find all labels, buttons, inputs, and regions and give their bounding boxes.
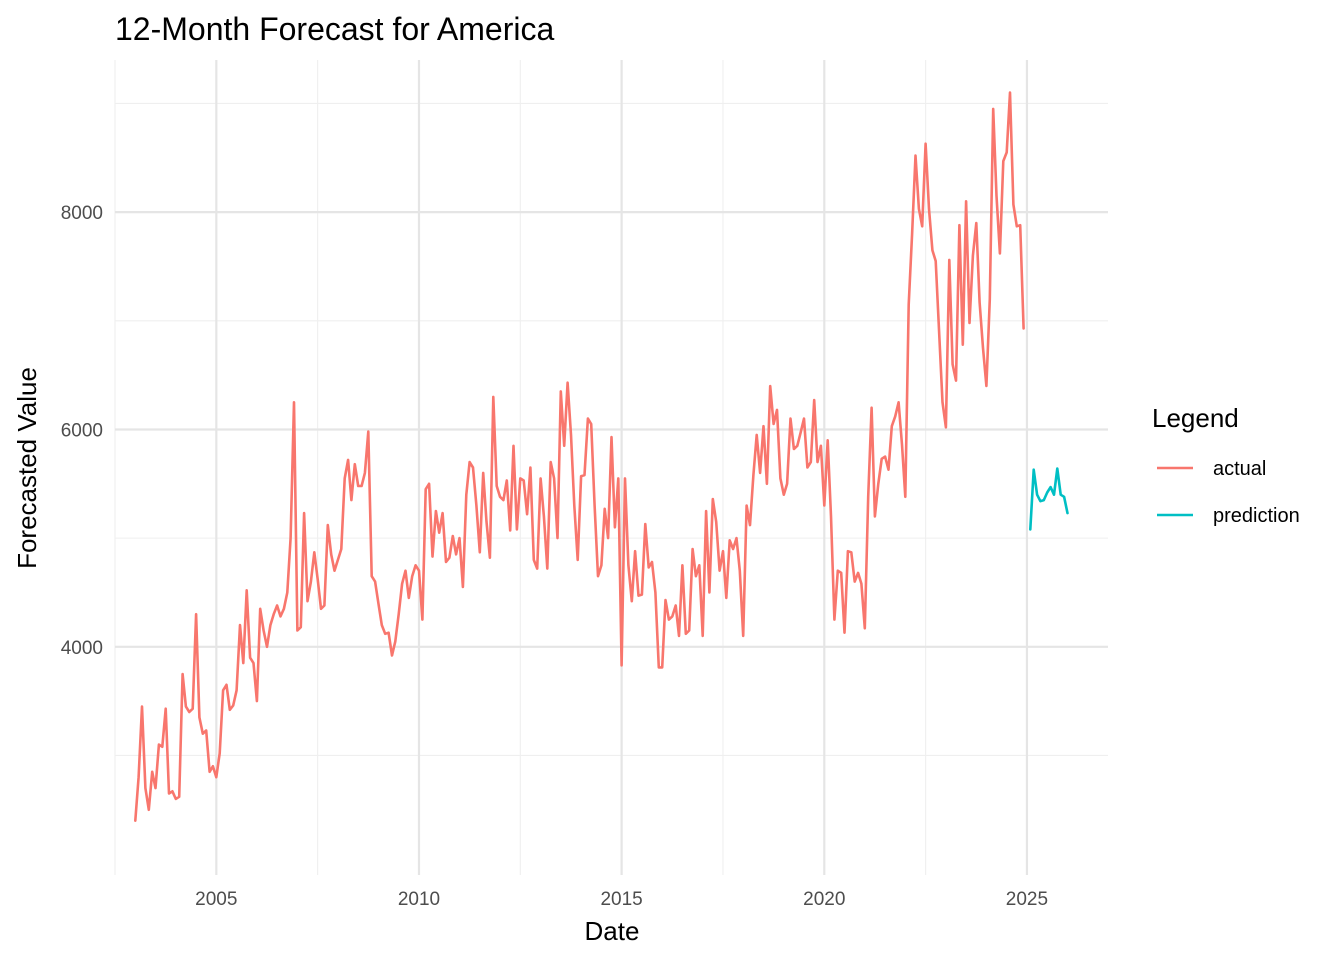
legend-label-actual: actual	[1213, 458, 1266, 480]
series-lines	[134, 91, 1069, 823]
legend-label-prediction: prediction	[1213, 505, 1300, 527]
chart-title: 12-Month Forecast for America	[115, 11, 554, 47]
y-axis-title: Forecasted Value	[12, 367, 42, 569]
gridlines	[114, 60, 1108, 875]
x-tick-label: 2010	[398, 889, 440, 910]
x-tick-label: 2020	[803, 889, 845, 910]
y-tick-labels: 4000 6000 8000	[61, 203, 103, 659]
legend-items: actual prediction	[1157, 458, 1300, 527]
y-tick-label: 4000	[61, 638, 103, 659]
legend: Legend actual prediction	[1152, 403, 1300, 527]
x-tick-label: 2005	[195, 889, 237, 910]
x-tick-labels: 2005 2010 2015 2020 2025	[195, 889, 1048, 910]
x-axis-title: Date	[585, 916, 640, 946]
series-line-prediction	[1029, 467, 1069, 531]
legend-title: Legend	[1152, 403, 1239, 433]
y-tick-label: 8000	[61, 203, 103, 224]
x-tick-label: 2015	[600, 889, 642, 910]
y-tick-label: 6000	[61, 420, 103, 441]
series-line-actual	[134, 91, 1025, 823]
x-tick-label: 2025	[1006, 889, 1048, 910]
